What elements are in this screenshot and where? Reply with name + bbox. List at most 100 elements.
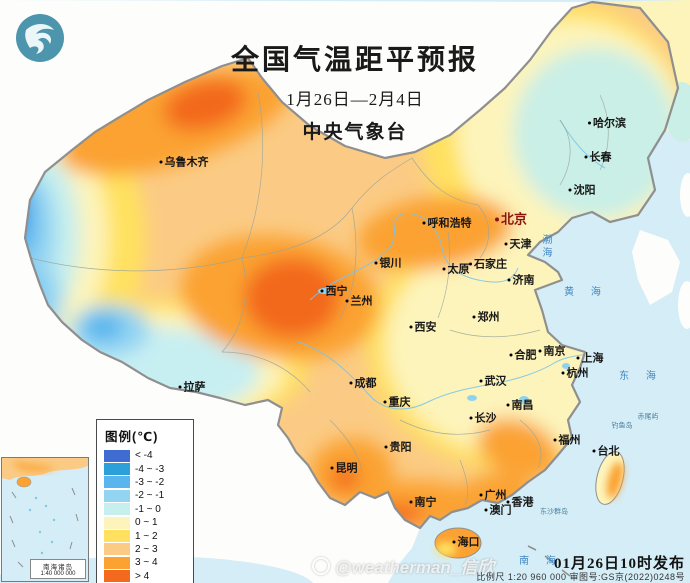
- city-label: 重庆: [383, 396, 411, 409]
- city-name: 郑州: [477, 311, 500, 324]
- city-name: 乌鲁木齐: [164, 156, 209, 169]
- city-label: 贵阳: [384, 441, 412, 454]
- city-dot: [422, 221, 426, 225]
- city-name: 哈尔滨: [593, 117, 626, 130]
- city-dot: [479, 379, 483, 383]
- page-title: 全国气温距平预报: [230, 45, 479, 76]
- sea-label: 黄 海: [564, 287, 608, 298]
- city-name: 南昌: [511, 399, 534, 412]
- city-dot: [538, 349, 542, 353]
- legend-row: 1 ~ 2: [104, 529, 187, 543]
- city-dot: [349, 381, 353, 385]
- city-dot: [409, 325, 413, 329]
- legend-range-label: -3 ~ -2: [135, 476, 165, 488]
- city-label: 澳门: [484, 504, 512, 517]
- title-block: 全国气温距平预报 1月26日—2月4日 中央气象台: [180, 38, 530, 144]
- city-label: 济南: [507, 275, 535, 287]
- city-label: 兰州: [345, 295, 373, 308]
- legend-swatch: [104, 530, 130, 543]
- city-dot: [553, 438, 557, 442]
- city-label: 香港: [506, 496, 534, 509]
- city-dot: [504, 242, 508, 246]
- legend-row: < -4: [104, 449, 187, 462]
- city-dot: [479, 493, 483, 497]
- legend: 图例(℃) < -4 -4 ~ -3 -3 ~ -2 -2 ~ -1 -1 ~ 0 0 ~…: [96, 419, 194, 583]
- map-scale-approval: 比例尺 1:20 960 000 审图号:GS京(2022)0248号: [476, 572, 685, 582]
- city-label: 上海: [576, 352, 604, 365]
- city-name: 兰州: [350, 295, 373, 308]
- city-name: 长沙: [474, 412, 497, 425]
- legend-row: > 4: [104, 570, 187, 583]
- logo-dragon-icon: [25, 24, 54, 54]
- legend-swatch: [104, 463, 130, 476]
- city-label: 郑州: [472, 311, 500, 324]
- release-time: 01月26日10时发布: [553, 556, 685, 572]
- legend-row: -2 ~ -1: [104, 489, 187, 502]
- city-label: 石家庄: [469, 258, 507, 271]
- city-name: 呼和浩特: [427, 217, 472, 230]
- dash-line: [527, 545, 571, 577]
- legend-row: 3 ~ 4: [104, 556, 187, 569]
- city-dot: [159, 160, 163, 164]
- city-label: 成都: [349, 378, 377, 390]
- city-label: 乌鲁木齐: [159, 156, 209, 169]
- legend-row: 2 ~ 3: [104, 543, 187, 556]
- city-label: 沈阳: [568, 184, 596, 197]
- legend-swatch: [104, 516, 130, 529]
- city-label: 西宁: [320, 286, 348, 298]
- agency-logo: [12, 10, 68, 66]
- inset-islands: [28, 496, 56, 565]
- city-name: 台北: [597, 445, 620, 458]
- city-label: 银川: [374, 257, 402, 270]
- legend-range-label: 3 ~ 4: [135, 557, 158, 569]
- city-label: 南京: [538, 346, 566, 358]
- city-label: 哈尔滨: [588, 117, 626, 130]
- city-name: 北京: [500, 211, 528, 227]
- city-name: 长春: [589, 151, 612, 164]
- legend-row: -1 ~ 0: [104, 503, 187, 516]
- city-label: 海口: [452, 537, 480, 549]
- city-dot: [484, 508, 488, 512]
- city-name: 广州: [484, 489, 507, 502]
- city-label: 武汉: [479, 376, 507, 388]
- sea-label: 赤尾屿: [637, 413, 659, 421]
- inset-coast-orange: [12, 460, 56, 471]
- sea-label: 渤海: [540, 234, 551, 260]
- china-national-border: [23, 0, 680, 530]
- city-name: 杭州: [566, 367, 589, 380]
- city-name: 重庆: [388, 396, 411, 409]
- city-name: 沈阳: [573, 184, 596, 197]
- city-label: 拉萨: [178, 382, 206, 394]
- city-dot: [472, 315, 476, 319]
- city-dot: [330, 466, 334, 470]
- legend-swatch: [104, 570, 130, 583]
- province-borders: [29, 91, 609, 506]
- city-dot: [509, 353, 513, 357]
- city-label: 北京: [494, 211, 528, 227]
- city-label: 昆明: [330, 463, 358, 475]
- legend-row: 0 ~ 1: [104, 516, 187, 529]
- legend-range-label: -4 ~ -3: [135, 463, 165, 475]
- city-name: 石家庄: [474, 258, 507, 271]
- sea-label: 东沙群岛: [540, 508, 568, 516]
- city-name: 贵阳: [389, 441, 412, 454]
- city-name: 香港: [511, 496, 534, 509]
- korea-peninsula: [632, 230, 680, 305]
- legend-swatch: [104, 476, 130, 489]
- city-name: 澳门: [489, 504, 512, 517]
- city-label: 南昌: [506, 399, 534, 412]
- city-name: 上海: [581, 352, 604, 365]
- legend-title: 图例(℃): [105, 430, 159, 444]
- forecast-date-range: 1月26日—2月4日: [286, 90, 424, 109]
- city-name: 天津: [509, 238, 532, 251]
- legend-range-label: 2 ~ 3: [135, 543, 158, 555]
- city-dot: [507, 278, 511, 282]
- city-label: 台北: [592, 445, 620, 458]
- city-dot: [374, 261, 378, 265]
- city-label: 广州: [479, 489, 507, 502]
- japan-island-2: [678, 281, 690, 329]
- city-name: 银川: [379, 257, 402, 270]
- city-dot: [494, 217, 499, 222]
- city-name: 西安: [414, 321, 437, 334]
